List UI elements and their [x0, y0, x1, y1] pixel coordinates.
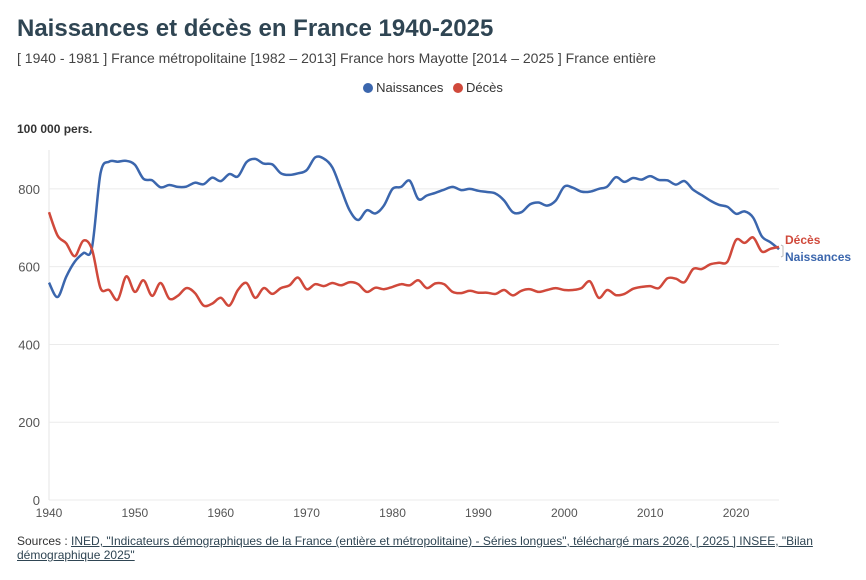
legend-label: Décès [465, 80, 503, 95]
y-tick-label: 200 [18, 415, 40, 430]
x-tick-label: 1950 [122, 506, 149, 520]
sources-prefix: Sources : [17, 534, 72, 548]
x-tick-label: 2010 [637, 506, 664, 520]
legend: Naissances Décès [0, 80, 866, 96]
end-label-deces: Décès [785, 233, 821, 247]
series-line-deces [47, 211, 780, 308]
chart-title: Naissances et décès en France 1940-2025 [17, 15, 494, 42]
y-axis-unit: 100 000 pers. [17, 122, 93, 136]
series-line-naissances [47, 155, 780, 299]
x-tick-label: 2000 [551, 506, 578, 520]
x-tick-label: 2020 [723, 506, 750, 520]
y-tick-label: 600 [18, 260, 40, 275]
end-label-bracket [780, 244, 784, 258]
x-tick-label: 1990 [465, 506, 492, 520]
x-tick-label: 1960 [207, 506, 234, 520]
legend-swatch-naissances [363, 82, 374, 93]
source-link[interactable]: INED, "Indicateurs démographiques de la … [17, 534, 813, 562]
y-tick-label: 800 [18, 182, 40, 197]
chart-subtitle: [ 1940 - 1981 ] France métropolitaine [1… [17, 50, 656, 66]
sources-note: Sources : INED, "Indicateurs démographiq… [17, 534, 847, 562]
legend-swatch-deces [452, 82, 463, 93]
legend-label: Naissances [376, 80, 444, 95]
y-tick-label: 0 [33, 493, 40, 508]
x-tick-label: 1980 [379, 506, 406, 520]
end-label-naissances: Naissances [785, 250, 851, 264]
legend-item-naissances[interactable]: Naissances [363, 80, 443, 95]
x-tick-label: 1940 [36, 506, 63, 520]
legend-item-deces[interactable]: Décès [452, 80, 503, 95]
x-tick-label: 1970 [293, 506, 320, 520]
y-tick-label: 400 [18, 337, 40, 352]
